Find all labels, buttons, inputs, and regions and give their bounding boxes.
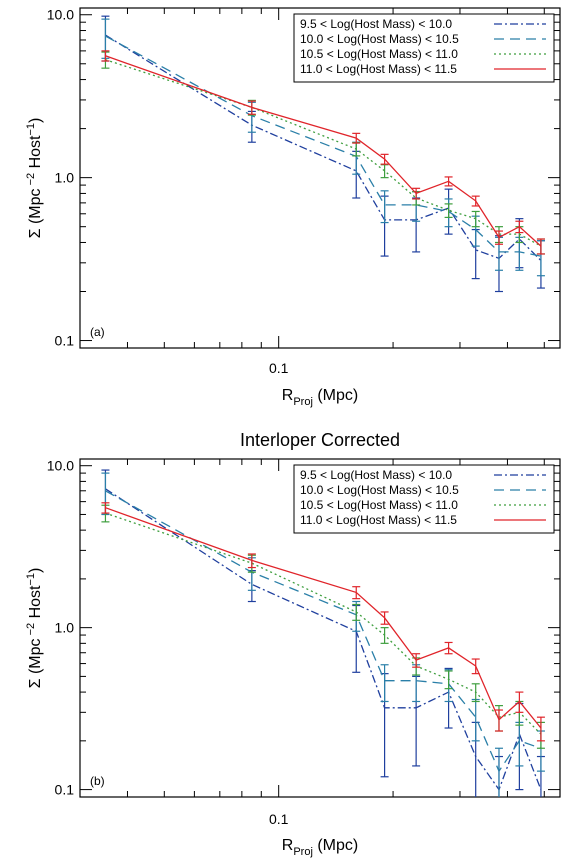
y-axis-label: Σ (Mpc −2 Host−1) <box>25 118 44 239</box>
series-line <box>105 55 542 247</box>
panel-label: (a) <box>90 325 105 339</box>
legend: 9.5 < Log(Host Mass) < 10.010.0 < Log(Ho… <box>293 13 555 83</box>
y-tick-label: 0.1 <box>55 782 75 798</box>
series-line <box>105 59 542 247</box>
legend-box <box>293 13 555 83</box>
series-line <box>105 490 542 773</box>
legend-label: 10.0 < Log(Host Mass) < 10.5 <box>300 483 459 497</box>
legend-label: 9.5 < Log(Host Mass) < 10.0 <box>300 17 452 31</box>
series-line <box>105 512 542 735</box>
series-2 <box>101 504 545 749</box>
panel-b: 0.1 1.0 10.0 0.1 RProj (Mpc) Σ (Mpc −2 Host−1… <box>25 430 561 858</box>
series-3 <box>101 50 545 255</box>
series-line <box>105 507 542 729</box>
series-line <box>105 34 542 261</box>
data-layer <box>101 15 545 293</box>
x-axis-label: RProj (Mpc) <box>282 387 358 408</box>
panel-label: (b) <box>90 774 105 788</box>
y-tick-label: 10.0 <box>47 458 74 474</box>
y-tick-label: 10.0 <box>47 7 74 23</box>
legend-label: 11.0 < Log(Host Mass) < 11.5 <box>300 62 457 76</box>
legend-label: 10.5 < Log(Host Mass) < 11.0 <box>300 498 458 512</box>
series-line <box>105 488 542 791</box>
legend-label: 11.0 < Log(Host Mass) < 11.5 <box>300 513 457 527</box>
panel-a: 0.1 1.0 10.0 0.1 RProj (Mpc) Σ (Mpc −2 Host−1… <box>25 7 561 408</box>
y-tick-label: 1.0 <box>55 620 75 636</box>
y-tick-label: 1.0 <box>55 170 75 186</box>
x-axis-label: RProj (Mpc) <box>282 837 358 858</box>
legend: 9.5 < Log(Host Mass) < 10.010.0 < Log(Ho… <box>293 464 555 534</box>
series-2 <box>101 51 545 255</box>
series-3 <box>101 502 545 742</box>
legend-label: 10.5 < Log(Host Mass) < 11.0 <box>300 47 458 61</box>
legend-label: 10.0 < Log(Host Mass) < 10.5 <box>300 32 459 46</box>
y-tick-label: 0.1 <box>55 333 75 349</box>
chart-title: Interloper Corrected <box>240 430 400 450</box>
legend-box <box>293 464 555 534</box>
legend-label: 9.5 < Log(Host Mass) < 10.0 <box>300 468 452 482</box>
x-tick-label: 0.1 <box>269 811 289 827</box>
data-layer <box>101 469 545 797</box>
x-tick-label: 0.1 <box>269 360 289 376</box>
y-axis-label: Σ (Mpc −2 Host−1) <box>25 568 44 689</box>
